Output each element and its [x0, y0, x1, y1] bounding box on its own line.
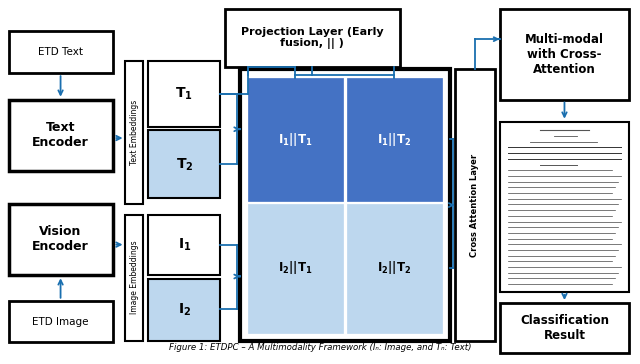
Bar: [9, 100, 113, 171]
Text: Figure 1: ETDPC – A Multimodality Framework (Iₙ: Image, and Tₙ: Text): Figure 1: ETDPC – A Multimodality Framew…: [169, 343, 471, 352]
Bar: [125, 61, 143, 204]
Text: Text
Encoder: Text Encoder: [32, 121, 89, 149]
Bar: [248, 204, 343, 333]
Bar: [500, 122, 629, 292]
Bar: [500, 9, 629, 100]
Bar: [9, 301, 113, 343]
Text: $\mathbf{T_2}$: $\mathbf{T_2}$: [175, 156, 193, 173]
Text: Projection Layer (Early
fusion, || ): Projection Layer (Early fusion, || ): [241, 27, 383, 50]
Bar: [454, 69, 495, 341]
Bar: [225, 9, 400, 67]
Bar: [347, 78, 442, 201]
Bar: [148, 279, 220, 341]
Text: $\mathbf{I_1}$: $\mathbf{I_1}$: [177, 237, 191, 253]
Text: ETD Text: ETD Text: [38, 47, 83, 58]
Text: $\mathbf{I_1 || T_1}$: $\mathbf{I_1 || T_1}$: [278, 131, 312, 148]
Text: $\mathbf{I_2 || T_2}$: $\mathbf{I_2 || T_2}$: [377, 259, 411, 276]
Text: $\mathbf{I_2 || T_1}$: $\mathbf{I_2 || T_1}$: [278, 259, 312, 276]
Bar: [9, 31, 113, 73]
Bar: [148, 215, 220, 276]
Text: ETD Image: ETD Image: [32, 317, 89, 327]
Bar: [148, 130, 220, 198]
Text: Multi-modal
with Cross-
Attention: Multi-modal with Cross- Attention: [525, 33, 604, 76]
Text: $\mathbf{T_1}$: $\mathbf{T_1}$: [175, 86, 193, 102]
Bar: [248, 78, 343, 201]
Bar: [347, 204, 442, 333]
Bar: [240, 69, 450, 341]
Text: Image Embeddings: Image Embeddings: [130, 241, 139, 314]
Text: $\mathbf{I_1 || T_2}$: $\mathbf{I_1 || T_2}$: [377, 131, 411, 148]
Bar: [500, 303, 629, 353]
Text: Cross Attention Layer: Cross Attention Layer: [470, 154, 479, 257]
Bar: [125, 215, 143, 341]
Bar: [9, 204, 113, 276]
Text: Classification
Result: Classification Result: [520, 314, 609, 342]
Text: Vision
Encoder: Vision Encoder: [32, 225, 89, 253]
Text: Text Embeddings: Text Embeddings: [130, 100, 139, 165]
Bar: [148, 61, 220, 127]
Text: $\mathbf{I_2}$: $\mathbf{I_2}$: [178, 301, 191, 318]
